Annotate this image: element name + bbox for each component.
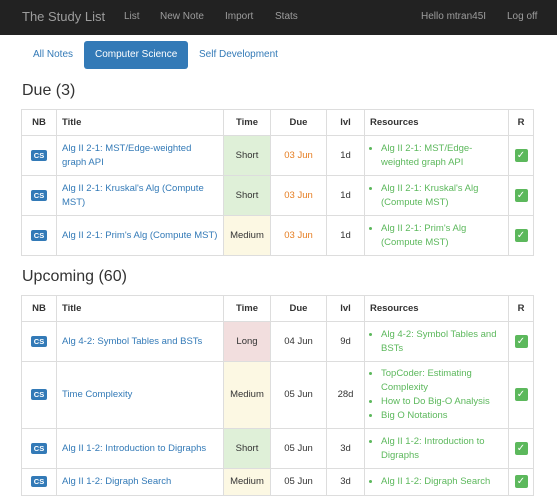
- time-cell: Medium: [223, 468, 271, 496]
- due-table: NB Title Time Due lvl Resources R CS Alg…: [21, 109, 534, 256]
- review-check-icon[interactable]: ✓: [514, 334, 528, 348]
- resource-link[interactable]: Big O Notations: [381, 409, 503, 423]
- upcoming-heading: Upcoming (60): [22, 268, 127, 285]
- table-row: CS Time Complexity Medium 05 Jun 28d Top…: [21, 361, 534, 429]
- notebook-badge[interactable]: CS: [30, 229, 48, 241]
- table-row: CS Alg II 2-1: MST/Edge-weighted graph A…: [21, 135, 534, 176]
- time-cell: Long: [223, 321, 271, 362]
- tab-computer-science[interactable]: Computer Science: [84, 41, 189, 69]
- level-cell: 3d: [326, 468, 365, 496]
- time-cell: Medium: [223, 215, 271, 256]
- due-date: 05 Jun: [270, 361, 327, 429]
- resource-link[interactable]: How to Do Big-O Analysis: [381, 395, 503, 409]
- due-date: 03 Jun: [270, 135, 327, 176]
- resource-link[interactable]: Alg II 2-1: MST/Edge-weighted graph API: [381, 142, 503, 170]
- notebook-badge[interactable]: CS: [30, 389, 48, 400]
- note-title-link[interactable]: Alg II 1-2: Digraph Search: [62, 476, 172, 487]
- note-title-link[interactable]: Alg II 2-1: Kruskal's Alg (Compute MST): [62, 182, 204, 208]
- note-title-link[interactable]: Alg 4-2: Symbol Tables and BSTs: [62, 335, 203, 347]
- col-header-title[interactable]: Title: [56, 109, 224, 136]
- due-heading: Due (3): [22, 82, 76, 99]
- resource-link[interactable]: TopCoder: Estimating Complexity: [381, 367, 503, 395]
- col-header-due[interactable]: Due: [270, 295, 327, 322]
- due-date: 03 Jun: [270, 215, 327, 256]
- note-title-link[interactable]: Alg II 2-1: MST/Edge-weighted graph API: [62, 142, 192, 168]
- notebook-badge[interactable]: CS: [30, 335, 48, 347]
- col-header-nb[interactable]: NB: [21, 295, 57, 322]
- col-header-resources[interactable]: Resources: [364, 295, 509, 322]
- level-cell: 1d: [326, 215, 365, 256]
- table-row: CS Alg 4-2: Symbol Tables and BSTs Long …: [21, 321, 534, 362]
- col-header-time[interactable]: Time: [223, 109, 271, 136]
- table-row: CS Alg II 2-1: Prim's Alg (Compute MST) …: [21, 215, 534, 256]
- notebook-badge[interactable]: CS: [30, 442, 48, 454]
- table-row: CS Alg II 1-2: Digraph Search Medium 05 …: [21, 468, 534, 496]
- time-cell: Short: [223, 428, 271, 469]
- notebook-badge[interactable]: CS: [30, 476, 48, 487]
- time-cell: Medium: [223, 361, 271, 429]
- resource-link[interactable]: Alg II 2-1: Prim's Alg (Compute MST): [381, 222, 503, 250]
- col-header-r[interactable]: R: [508, 295, 534, 322]
- level-cell: 3d: [326, 428, 365, 469]
- col-header-lvl[interactable]: lvl: [326, 109, 365, 136]
- due-date: 03 Jun: [270, 175, 327, 216]
- resource-link[interactable]: Alg 4-2: Symbol Tables and BSTs: [381, 328, 503, 356]
- nav-link-user[interactable]: Hello mtran45I: [421, 11, 487, 22]
- review-check-icon[interactable]: ✓: [514, 475, 528, 488]
- time-cell: Short: [223, 175, 271, 216]
- note-title-link[interactable]: Alg II 1-2: Introduction to Digraphs: [62, 442, 207, 454]
- nav-link-list[interactable]: List: [124, 11, 140, 22]
- due-date: 04 Jun: [270, 321, 327, 362]
- tab-self-development[interactable]: Self Development: [199, 49, 278, 60]
- due-date: 05 Jun: [270, 468, 327, 496]
- col-header-resources[interactable]: Resources: [364, 109, 509, 136]
- nav-link-logoff[interactable]: Log off: [507, 11, 538, 22]
- col-header-due[interactable]: Due: [270, 109, 327, 136]
- resource-link[interactable]: Alg II 2-1: Kruskal's Alg (Compute MST): [381, 182, 503, 210]
- brand-link[interactable]: The Study List: [22, 9, 106, 24]
- level-cell: 1d: [326, 135, 365, 176]
- nav-link-stats[interactable]: Stats: [275, 11, 298, 22]
- col-header-lvl[interactable]: lvl: [326, 295, 365, 322]
- col-header-r[interactable]: R: [508, 109, 534, 136]
- resource-link[interactable]: Alg II 1-2: Digraph Search: [381, 475, 503, 489]
- review-check-icon[interactable]: ✓: [514, 388, 528, 401]
- table-row: CS Alg II 1-2: Introduction to Digraphs …: [21, 428, 534, 469]
- review-check-icon[interactable]: ✓: [514, 148, 528, 162]
- note-title-link[interactable]: Alg II 2-1: Prim's Alg (Compute MST): [62, 229, 218, 241]
- navbar: The Study List List New Note Import Stat…: [0, 0, 557, 35]
- level-cell: 9d: [326, 321, 365, 362]
- time-cell: Short: [223, 135, 271, 176]
- level-cell: 28d: [326, 361, 365, 429]
- upcoming-table: NB Title Time Due lvl Resources R CS Alg…: [21, 295, 534, 496]
- due-date: 05 Jun: [270, 428, 327, 469]
- review-check-icon[interactable]: ✓: [514, 228, 528, 242]
- nav-link-import[interactable]: Import: [225, 11, 254, 22]
- review-check-icon[interactable]: ✓: [514, 188, 528, 202]
- notebook-badge[interactable]: CS: [30, 189, 48, 201]
- tab-all-notes[interactable]: All Notes: [33, 49, 74, 60]
- col-header-nb[interactable]: NB: [21, 109, 57, 136]
- col-header-title[interactable]: Title: [56, 295, 224, 322]
- note-title-link[interactable]: Time Complexity: [62, 389, 133, 400]
- nav-link-new-note[interactable]: New Note: [160, 11, 204, 22]
- notebook-badge[interactable]: CS: [30, 149, 48, 161]
- col-header-time[interactable]: Time: [223, 295, 271, 322]
- resource-link[interactable]: Alg II 1-2: Introduction to Digraphs: [381, 435, 503, 463]
- level-cell: 1d: [326, 175, 365, 216]
- table-row: CS Alg II 2-1: Kruskal's Alg (Compute MS…: [21, 175, 534, 216]
- review-check-icon[interactable]: ✓: [514, 441, 528, 455]
